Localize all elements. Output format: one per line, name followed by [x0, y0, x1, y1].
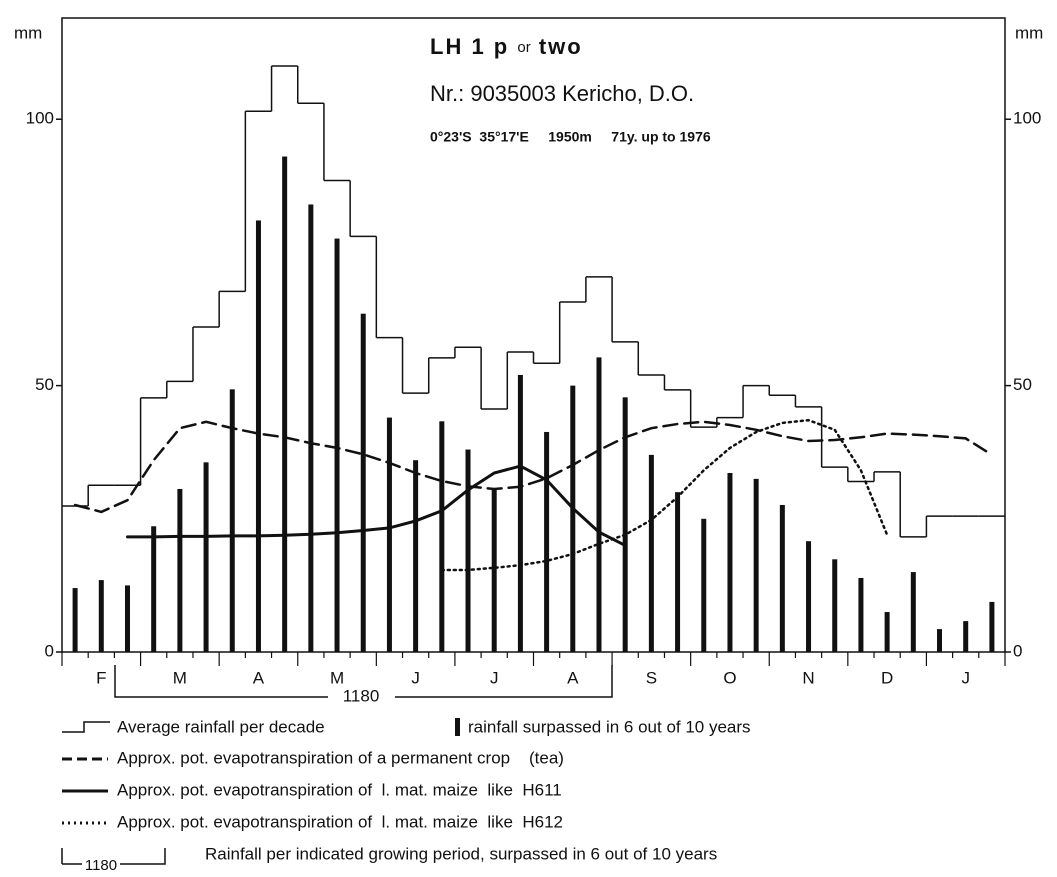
bar [203, 462, 209, 652]
bar [124, 585, 130, 652]
bar [98, 580, 104, 652]
bar [701, 518, 707, 652]
legend-period-bracket [61, 848, 166, 865]
legend-text: Approx. pot. evapotranspiration of l. ma… [117, 780, 562, 799]
x-tick-label: O [723, 668, 736, 687]
legend-text: Approx. pot. evapotranspiration of l. ma… [117, 812, 563, 831]
x-tick-label: S [646, 668, 657, 687]
bar [570, 385, 576, 652]
period-label: 1180 [343, 686, 380, 705]
bar [779, 504, 785, 652]
legend-text: rainfall surpassed in 6 out of 10 years [468, 717, 751, 736]
bar [360, 313, 366, 652]
y2-tick-label: 0 [1013, 641, 1022, 660]
x-tick-label: D [881, 668, 893, 687]
bar [884, 612, 890, 652]
bar [334, 238, 340, 653]
bar [229, 389, 235, 652]
x-tick-label: J [490, 668, 499, 687]
bar [989, 601, 995, 652]
title-part: LH 1 p [430, 34, 509, 59]
bar [151, 526, 157, 652]
y2-tick-label: 100 [1013, 109, 1041, 128]
bar [675, 492, 681, 652]
bar [465, 449, 471, 652]
title-part: or [517, 39, 530, 56]
legend-period-label: 1180 [85, 857, 117, 874]
line [126, 464, 627, 547]
legend-text: Rainfall per indicated growing period, s… [205, 844, 717, 863]
bar [386, 417, 392, 652]
x-tick-label: M [173, 668, 187, 687]
y2-axis-label: mm [1015, 23, 1043, 42]
bar [832, 559, 838, 652]
bar [858, 577, 864, 652]
legend-swatch [62, 721, 110, 733]
plot-frame [61, 17, 1006, 653]
x-tick-label: M [330, 668, 344, 687]
x-tick-label: J [411, 668, 420, 687]
legend-text: Average rainfall per decade [117, 717, 325, 736]
period-bracket [114, 665, 613, 698]
chart-title: LH 1 p or two [430, 34, 583, 59]
y-tick-label: 100 [26, 109, 54, 128]
bar [177, 488, 183, 652]
bar [544, 431, 550, 652]
bar [622, 397, 628, 652]
line [73, 420, 994, 514]
legend-text: Approx. pot. evapotranspiration of a per… [117, 748, 564, 767]
legend-swatch [455, 718, 460, 736]
bar [517, 374, 523, 652]
bar [806, 541, 812, 652]
bar [491, 488, 497, 652]
bar [727, 472, 733, 652]
bar [648, 454, 654, 652]
chart-subtitle: Nr.: 9035003 Kericho, D.O. [430, 81, 694, 106]
bar [439, 421, 445, 652]
y-tick-label: 0 [45, 641, 54, 660]
y2-tick-label: 50 [1013, 375, 1032, 394]
line [440, 418, 889, 572]
x-tick-label: A [567, 668, 579, 687]
bar [255, 220, 261, 652]
bar [910, 572, 916, 652]
bar [596, 357, 602, 652]
bar [72, 588, 78, 652]
x-tick-label: N [802, 668, 814, 687]
bar [937, 629, 943, 652]
x-tick-label: F [96, 668, 106, 687]
station-info: 0°23'S 35°17'E 1950m 71y. up to 1976 [430, 129, 711, 145]
x-tick-label: A [253, 668, 265, 687]
bar [753, 478, 759, 652]
x-tick-label: J [961, 668, 970, 687]
bar [963, 621, 969, 652]
bar [282, 156, 288, 653]
bar [308, 204, 314, 652]
y-axis-label: mm [14, 23, 42, 42]
title-part: two [539, 34, 583, 59]
y-tick-label: 50 [35, 375, 54, 394]
bar [413, 460, 419, 652]
